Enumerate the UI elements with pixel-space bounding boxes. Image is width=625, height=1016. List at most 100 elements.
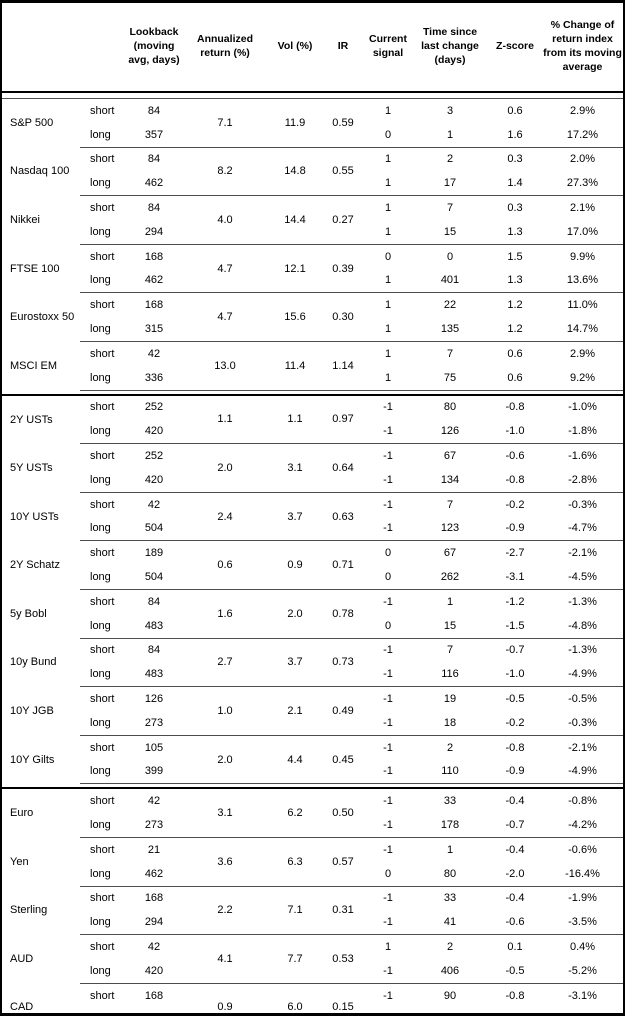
asset-row-long: long 336 1 75 0.6 9.2%: [2, 365, 623, 391]
asset-name: 2Y Schatz: [10, 559, 60, 572]
asset-name: CAD: [10, 1001, 34, 1014]
asset-row-long: long 504 -1 123 -0.9 -4.7%: [2, 516, 623, 542]
side-label: long: [80, 419, 126, 445]
pct-change-value: 11.0%: [567, 299, 598, 312]
asset-name: 10Y USTs: [10, 510, 59, 523]
header-row: Lookback (moving avg, days) Annualized r…: [2, 3, 623, 93]
annualized-return-value: 2.0: [182, 443, 268, 493]
asset-name: 5y Bobl: [10, 607, 47, 620]
side-label: short: [90, 892, 115, 905]
lookback-value: 420: [126, 467, 182, 493]
z-score-value: 0.3: [507, 153, 523, 166]
asset-row-long: long 294 1 15 1.3 17.0%: [2, 219, 623, 245]
time-since-value: 1: [412, 122, 488, 148]
z-score-value: -1.2: [505, 595, 525, 608]
pct-change-value: -4.7%: [542, 516, 623, 542]
pct-change-value: -1.3%: [568, 644, 597, 657]
vol-value: 6.0: [268, 983, 322, 1013]
pct-change-value: 2.9%: [569, 347, 596, 360]
current-signal-value: 1: [384, 299, 392, 312]
ir-value: 0.27: [322, 195, 364, 245]
z-score-value: -1.5: [488, 613, 542, 639]
lookback-value: 462: [126, 861, 182, 887]
side-label: short: [90, 202, 115, 215]
asset-row-long: long 462 0 80 -2.0 -16.4%: [2, 861, 623, 887]
current-signal-value: -1: [383, 644, 393, 657]
pct-change-value: -0.8%: [568, 795, 597, 808]
lookback-value: 252: [144, 450, 164, 463]
side-label: short: [90, 843, 115, 856]
annualized-return-value: 3.6: [182, 837, 268, 887]
asset-row-long: long 420 -1 406 -0.5 -5.2%: [2, 958, 623, 984]
asset-row-long: long 294 -1 41 -0.6 -3.5%: [2, 910, 623, 936]
asset-row-short: CAD short 168 0.9 6.0 0.15 -1 90 -0.8 -3.1%: [2, 983, 623, 1013]
asset-name: 5Y USTs: [10, 461, 53, 474]
vol-value: 14.4: [268, 195, 322, 245]
time-since-value: 67: [443, 547, 457, 560]
z-score-value: 0.1: [507, 940, 523, 953]
ir-value: 0.31: [322, 886, 364, 936]
table-body: S&P 500 short 84 7.1 11.9 0.59 1 3 0.6 2.9% long 35…: [2, 92, 623, 1013]
header-lookback: Lookback (moving avg, days): [126, 3, 182, 93]
side-label: long: [80, 759, 126, 785]
asset-row-short: MSCI EM short 42 13.0 11.4 1.14 1 7 0.6 2.9%: [2, 341, 623, 391]
header-pct-change: % Change of return index from its moving…: [542, 3, 623, 93]
annualized-return-value: 1.0: [182, 686, 268, 736]
annualized-return-value: 4.0: [182, 195, 268, 245]
lookback-value: 462: [126, 268, 182, 294]
time-since-value: 80: [443, 401, 457, 414]
vol-value: 2.0: [268, 589, 322, 639]
asset-row-short: Euro short 42 3.1 6.2 0.50 -1 33 -0.4 -0.8%: [2, 788, 623, 838]
vol-value: 6.2: [268, 788, 322, 838]
side-label: short: [90, 693, 115, 706]
ir-value: 0.55: [322, 147, 364, 197]
side-label: short: [90, 595, 115, 608]
side-label: short: [90, 795, 115, 808]
lookback-value: 273: [126, 813, 182, 838]
z-score-value: -0.4: [505, 795, 525, 808]
z-score-value: -0.7: [505, 644, 525, 657]
time-since-value: 18: [412, 710, 488, 736]
header-annualized-return: Annualized return (%): [182, 3, 268, 93]
z-score-value: -1.0: [488, 662, 542, 688]
z-score-value: 1.4: [488, 171, 542, 197]
z-score-value: -0.6: [505, 450, 525, 463]
asset-name: Nasdaq 100: [10, 165, 70, 178]
time-since-value: 33: [443, 795, 457, 808]
vol-value: 15.6: [268, 292, 322, 342]
vol-value: 7.1: [268, 886, 322, 936]
time-since-value: 80: [412, 861, 488, 887]
current-signal-value: 0: [384, 547, 392, 560]
z-score-value: 1.3: [488, 219, 542, 245]
asset-name: Nikkei: [10, 213, 40, 226]
z-score-value: -0.5: [505, 693, 525, 706]
asset-name: 10y Bund: [10, 656, 57, 669]
lookback-value: 105: [144, 741, 164, 754]
current-signal-value: -1: [383, 693, 393, 706]
ir-value: 0.39: [322, 244, 364, 294]
z-score-value: 1.2: [507, 299, 523, 312]
current-signal-value: -1: [383, 795, 393, 808]
side-label: short: [90, 989, 115, 1002]
current-signal-value: -1: [383, 843, 393, 856]
header-vol: Vol (%): [268, 3, 322, 93]
asset-name: Euro: [10, 807, 34, 820]
time-since-value: 110: [412, 759, 488, 785]
side-label: short: [90, 347, 115, 360]
vol-value: 12.1: [268, 244, 322, 294]
z-score-value: 1.5: [507, 250, 523, 263]
lookback-value: 42: [147, 795, 161, 808]
asset-row-short: 10Y JGB short 126 1.0 2.1 0.49 -1 19 -0.5 -0.5%: [2, 686, 623, 736]
side-label: long: [80, 268, 126, 294]
asset-row-long: long 462 1 17 1.4 27.3%: [2, 171, 623, 197]
asset-name: MSCI EM: [10, 359, 58, 372]
header-current-signal: Current signal: [364, 3, 412, 93]
asset-row-long: long 315 1 135 1.2 14.7%: [2, 317, 623, 342]
annualized-return-value: 3.1: [182, 788, 268, 838]
vol-value: 11.4: [268, 341, 322, 391]
time-since-value: 0: [446, 250, 454, 263]
lookback-value: 42: [147, 347, 161, 360]
z-score-value: 0.3: [507, 202, 523, 215]
annualized-return-value: 4.7: [182, 292, 268, 342]
